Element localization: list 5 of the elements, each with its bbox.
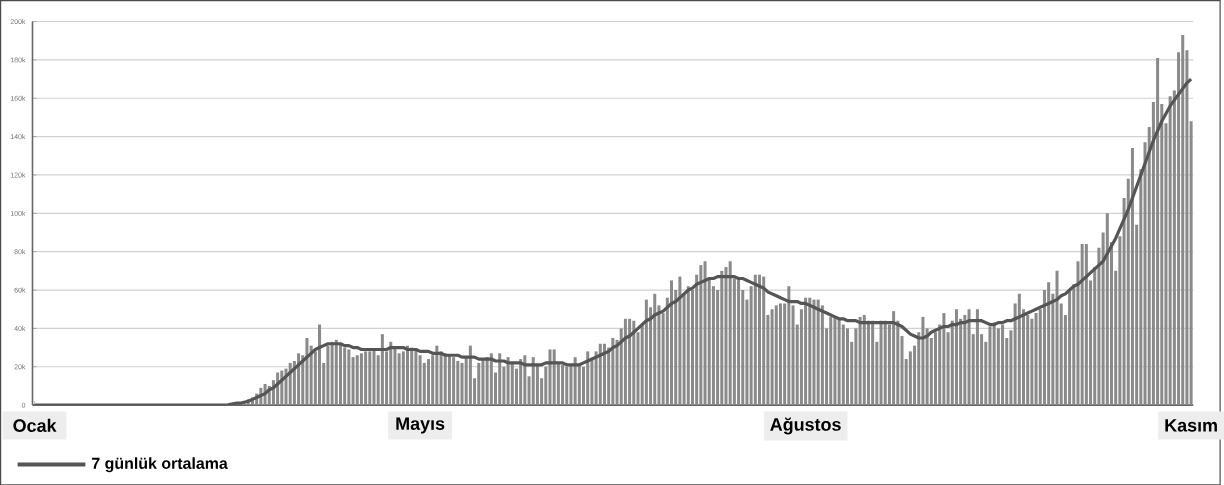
legend-label: 7 günlük ortalama xyxy=(92,457,228,473)
x-tick-label: Kasım xyxy=(1165,418,1217,432)
x-tick-label: Mayıs xyxy=(396,417,445,434)
x-tick-label: Ocak xyxy=(13,418,57,432)
x-tick-label: Ağustos xyxy=(770,417,841,435)
